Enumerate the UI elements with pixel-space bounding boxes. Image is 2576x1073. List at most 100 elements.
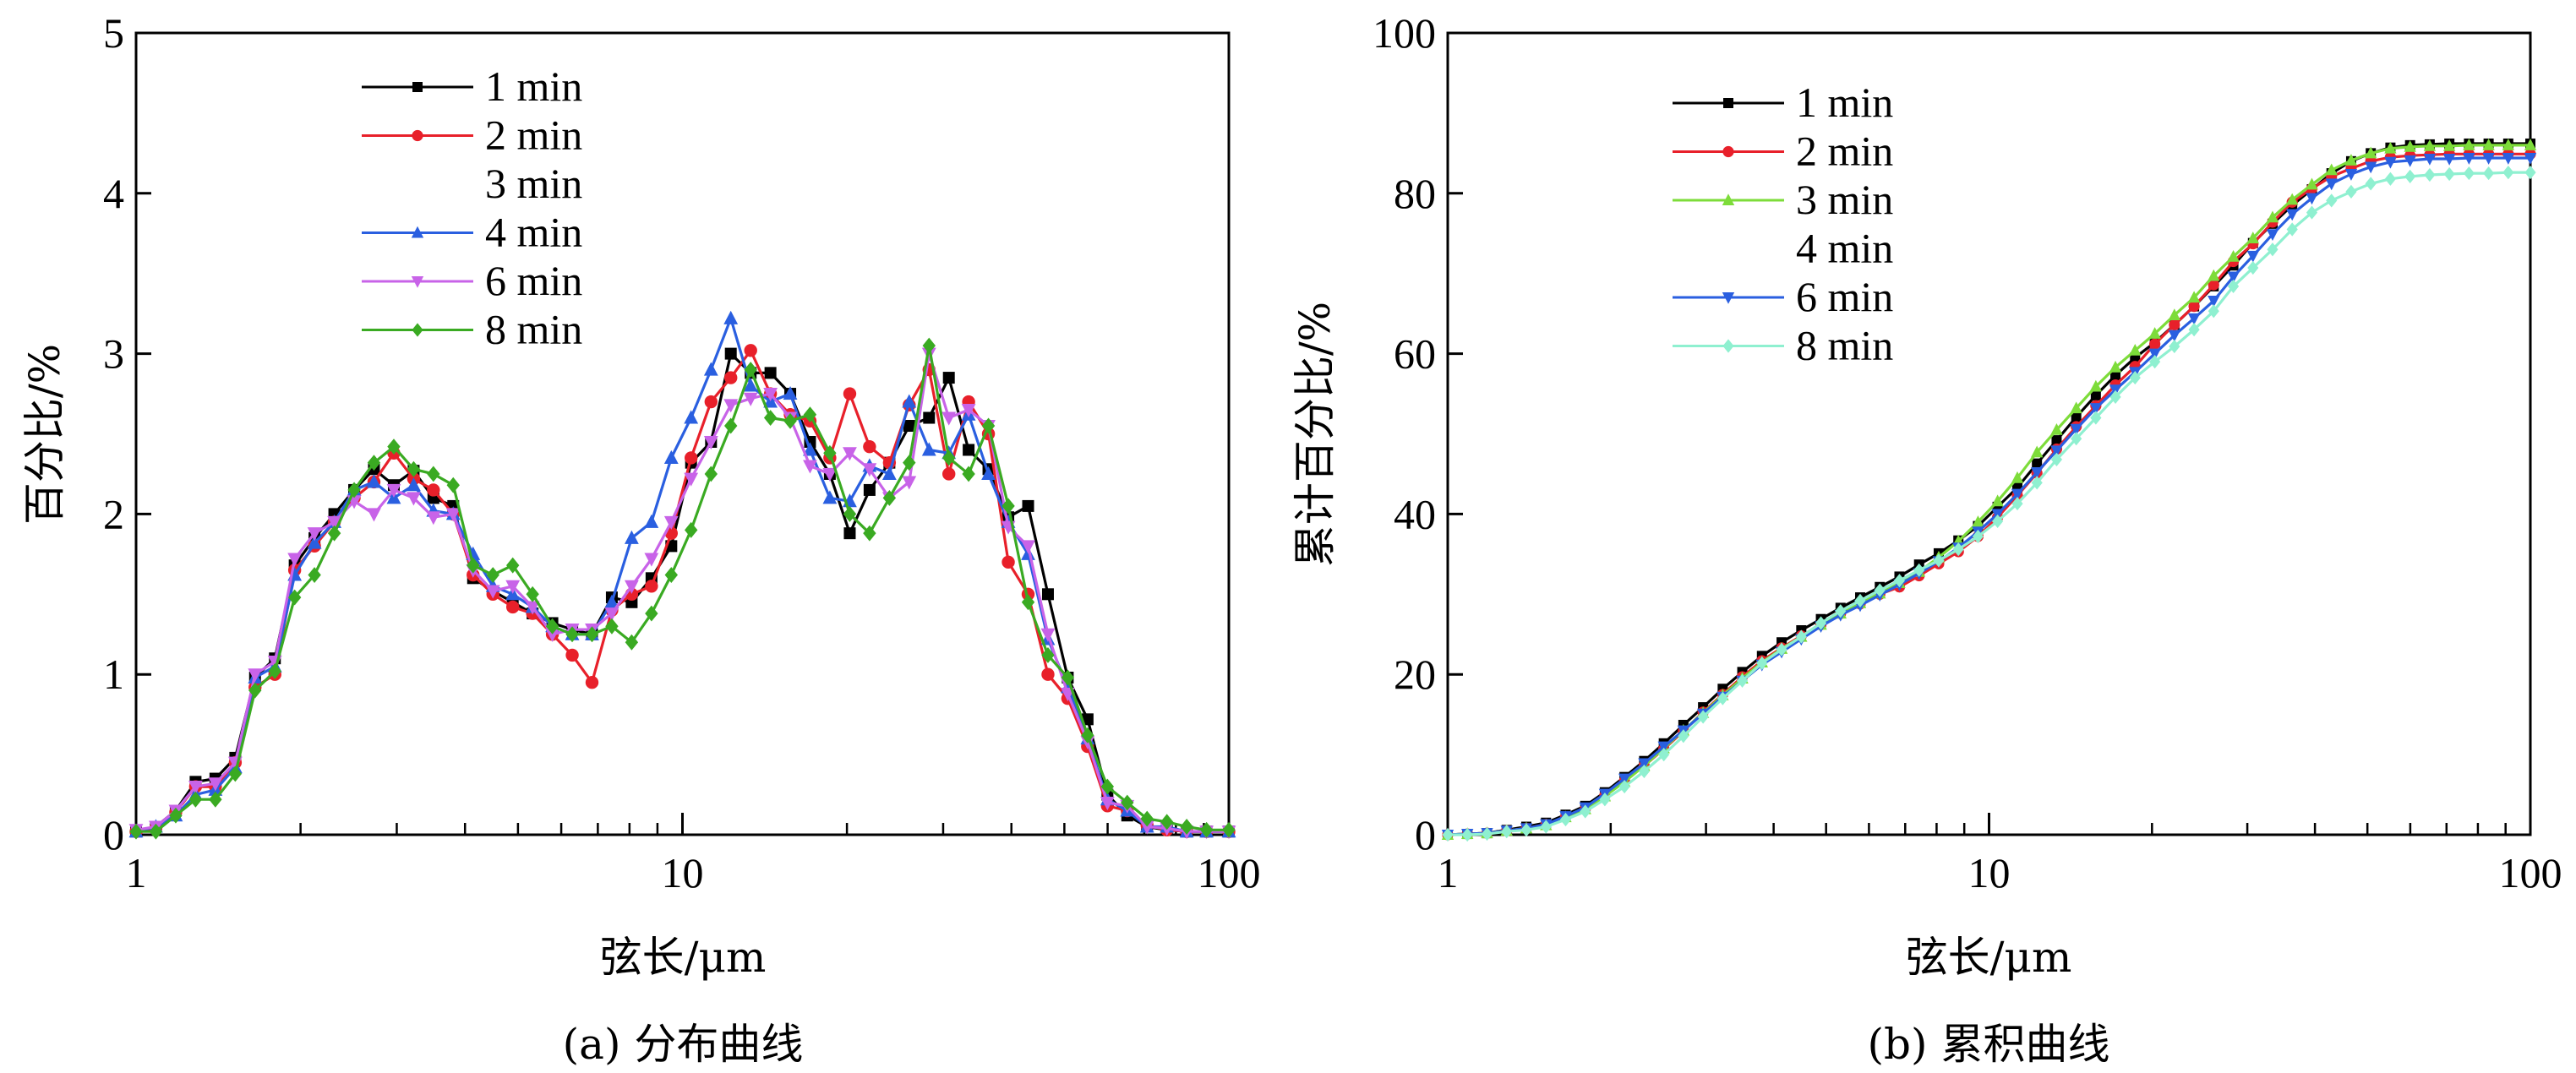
data-point — [1835, 604, 1847, 618]
data-point — [704, 466, 718, 482]
y-tick-label: 100 — [1373, 9, 1436, 57]
data-point — [1461, 827, 1473, 842]
data-point — [2129, 344, 2142, 356]
data-point — [1991, 494, 2004, 507]
data-point — [486, 567, 499, 583]
series-8-min — [1442, 166, 2536, 842]
data-point — [327, 515, 341, 530]
y-tick-label: 80 — [1394, 170, 1436, 217]
x-tick-label: 100 — [2499, 849, 2562, 896]
data-point — [803, 442, 817, 456]
data-point — [922, 337, 936, 354]
data-point — [625, 634, 639, 651]
data-point — [604, 607, 619, 622]
data-point — [505, 557, 520, 574]
data-point — [287, 553, 303, 567]
data-point — [386, 483, 401, 498]
legend-label: 3 min — [1796, 176, 1893, 223]
data-point — [2050, 445, 2063, 458]
data-point — [2208, 269, 2220, 281]
data-point — [407, 460, 421, 477]
data-point — [248, 668, 263, 683]
legend-marker — [412, 323, 423, 337]
data-point — [961, 404, 976, 418]
data-point — [2070, 401, 2082, 414]
legend-item: 6 min — [362, 257, 582, 304]
data-point — [1992, 514, 2004, 529]
data-point — [763, 410, 778, 426]
data-point — [1160, 814, 1174, 831]
data-point — [663, 449, 679, 464]
data-point — [1501, 825, 1513, 839]
data-point — [2423, 139, 2437, 151]
data-point — [744, 362, 757, 379]
data-point — [149, 823, 163, 840]
data-point — [1913, 563, 1925, 577]
data-point — [445, 508, 461, 522]
y-tick-label: 1 — [103, 651, 124, 698]
data-point — [2463, 139, 2475, 150]
data-point — [2169, 339, 2180, 354]
data-point — [903, 420, 915, 433]
data-point — [942, 449, 956, 466]
data-point — [1121, 794, 1134, 811]
legend-marker — [1723, 98, 1733, 108]
data-point — [1100, 797, 1115, 811]
data-point — [2404, 155, 2416, 167]
data-point — [1678, 729, 1689, 743]
data-point — [644, 514, 659, 528]
data-point — [2266, 229, 2279, 241]
data-point — [2090, 411, 2102, 425]
data-point — [585, 626, 599, 643]
legend-label: 6 min — [485, 257, 582, 304]
data-point — [2129, 370, 2141, 385]
data-point — [2364, 146, 2377, 159]
data-point — [1442, 827, 1454, 842]
data-point — [129, 823, 143, 840]
data-point — [2246, 231, 2259, 243]
data-point — [2443, 166, 2455, 182]
data-point — [2326, 193, 2338, 208]
data-point — [704, 395, 718, 409]
data-point — [565, 648, 579, 662]
data-point — [307, 527, 322, 542]
data-point — [367, 474, 381, 488]
data-point — [188, 791, 203, 808]
data-point — [1972, 529, 1984, 544]
series-line — [1447, 152, 2530, 836]
data-point — [505, 580, 521, 594]
data-point — [962, 466, 975, 482]
panel-caption: (a) 分布曲线 — [563, 1020, 804, 1069]
data-point — [724, 417, 738, 434]
data-point — [2285, 193, 2299, 205]
y-tick-label: 40 — [1394, 490, 1436, 537]
data-point — [882, 489, 897, 506]
data-point — [843, 505, 857, 522]
legend-item: 4 min — [1796, 225, 1893, 272]
x-tick-label: 10 — [1968, 849, 2011, 896]
x-tick-label: 100 — [1198, 849, 1261, 896]
data-point — [2483, 166, 2495, 181]
legend-label: 8 min — [485, 306, 582, 353]
data-point — [2169, 319, 2180, 331]
data-point — [685, 521, 698, 538]
legend-item: 1 min — [1673, 79, 1893, 126]
data-point — [1001, 555, 1015, 569]
data-point — [2463, 166, 2475, 181]
series-2-min — [1442, 148, 2536, 841]
y-tick-label: 5 — [103, 9, 124, 57]
data-point — [783, 412, 797, 429]
data-point — [327, 525, 341, 542]
data-point — [2071, 432, 2082, 446]
data-point — [2187, 313, 2201, 325]
y-axis-title: 百分比/% — [20, 344, 69, 525]
data-point — [2524, 153, 2537, 165]
data-point — [2266, 210, 2279, 223]
data-point — [1041, 588, 1054, 601]
data-point — [605, 618, 619, 635]
series-1-min — [1443, 138, 2535, 840]
data-point — [663, 515, 679, 530]
data-point — [822, 467, 838, 482]
data-point — [2463, 153, 2475, 165]
